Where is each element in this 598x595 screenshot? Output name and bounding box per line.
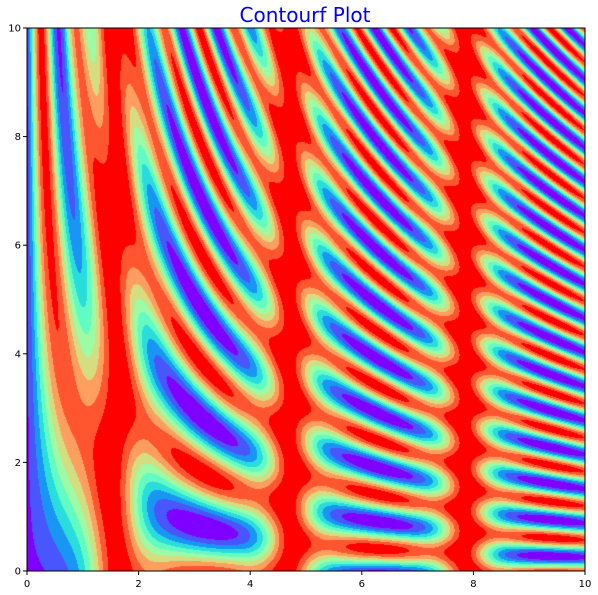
- plot-area: [26, 27, 586, 572]
- x-tick-label: 10: [579, 579, 592, 590]
- x-tick-label: 0: [24, 579, 30, 590]
- y-tick-label: 10: [8, 24, 21, 35]
- plot-frame: [26, 27, 586, 572]
- x-tick-label: 4: [247, 579, 253, 590]
- contour-fill: [27, 28, 585, 571]
- x-tick-label: 6: [359, 579, 365, 590]
- x-axis: 0 2 4 6 8 10: [24, 571, 592, 590]
- y-tick-label: 8: [15, 132, 21, 143]
- y-tick-label: 6: [15, 241, 21, 252]
- y-tick-label: 0: [15, 567, 21, 578]
- x-tick-label: 2: [135, 579, 141, 590]
- y-tick-label: 2: [15, 458, 21, 469]
- y-axis: 0 2 4 6 8 10: [8, 24, 27, 578]
- x-tick-label: 8: [470, 579, 476, 590]
- chart-title: Contourf Plot: [240, 3, 371, 27]
- y-tick-label: 4: [15, 349, 21, 360]
